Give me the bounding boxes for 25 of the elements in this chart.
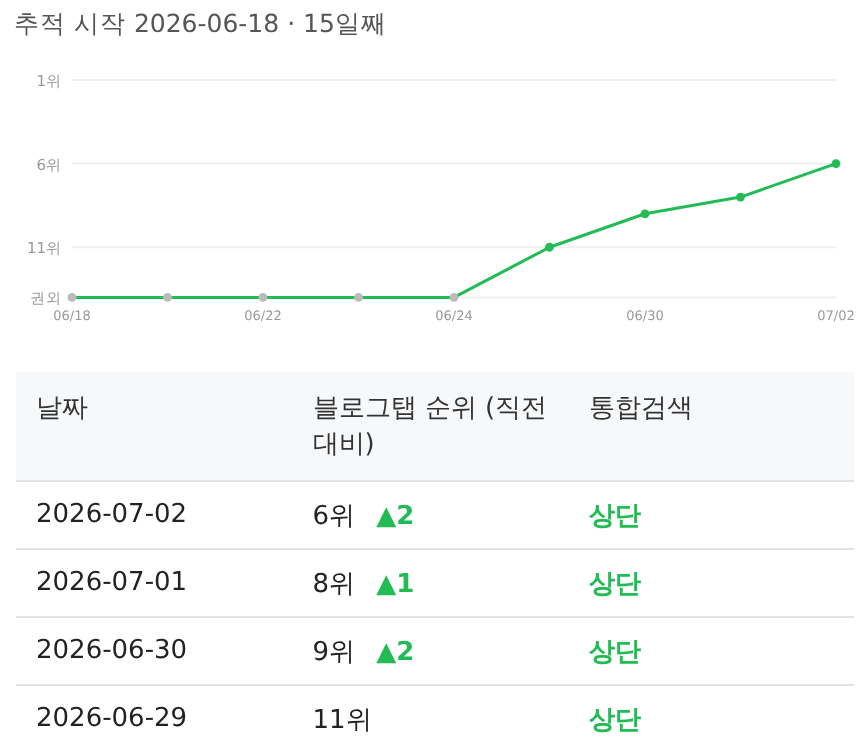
text: 6위 ▲2 [312, 501, 415, 531]
text: 2026-07-01 [16, 549, 293, 617]
text: 2026-07-02 [16, 481, 293, 549]
text: 통합검색 [569, 372, 854, 481]
text: 날짜 [16, 372, 293, 481]
text: 9위 ▲2 [312, 637, 415, 667]
point [354, 293, 363, 302]
point [449, 293, 459, 302]
text: 2026-06-29 [16, 685, 293, 746]
text: 블로그탭 순위 (직전 대비) [292, 372, 570, 481]
text: 11위 [312, 705, 372, 735]
text: 상단 [569, 481, 854, 549]
text: 상단 [569, 685, 854, 746]
point [163, 293, 172, 302]
point [67, 293, 77, 302]
point [831, 159, 841, 169]
text: 상단 [569, 549, 854, 617]
point [640, 209, 650, 219]
title: 추적 시작 2026-06-18 · 15일째 [14, 8, 387, 38]
text: 8위 ▲1 [312, 569, 415, 599]
point [258, 293, 268, 302]
point [545, 242, 554, 252]
text: 2026-06-30 [16, 617, 293, 685]
text: 상단 [569, 617, 854, 685]
point [736, 192, 745, 202]
